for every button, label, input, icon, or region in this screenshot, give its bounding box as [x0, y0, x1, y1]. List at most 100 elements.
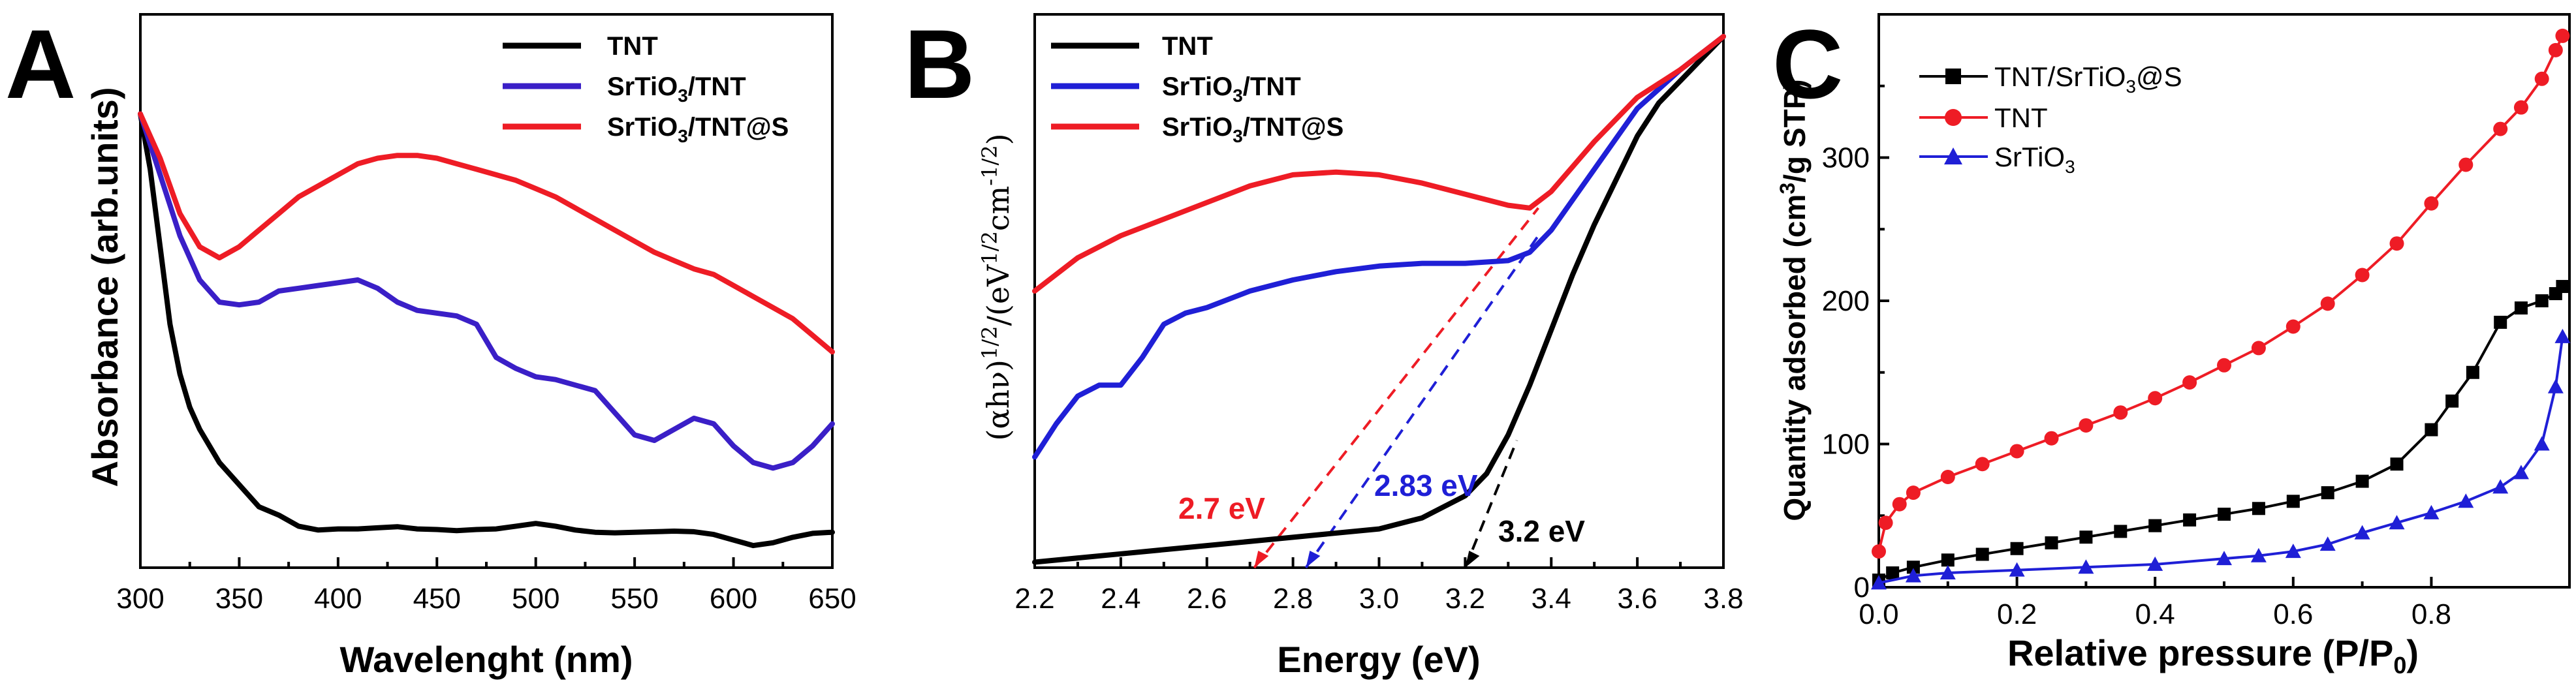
panel-c-point-srtio3	[2547, 378, 2564, 393]
panel-b-tangent-line	[1464, 440, 1518, 568]
panel-b-x-tick-label: 3.2	[1445, 583, 1485, 615]
panel-a-x-ticks: 300 350 400 450 500 550 600 650	[116, 557, 856, 615]
panel-c-y-tick-label: 200	[1822, 285, 1870, 317]
panel-b-tangent-line	[1304, 235, 1540, 569]
panel-c-x-tick-label: 0.4	[2135, 598, 2175, 630]
panel-c-point-tnt-srtio3-s	[2556, 280, 2569, 294]
panel-c-point-tnt-srtio3-s	[2535, 294, 2549, 307]
panel-b-tangent-lines	[1253, 207, 1540, 569]
panel-c-point-tnt-srtio3-s	[2148, 519, 2162, 532]
panel-c-point-tnt-srtio3-s	[2321, 486, 2334, 500]
panel-c-x-title: Relative pressure (P/P0)	[2007, 632, 2419, 679]
panel-c-point-tnt-srtio3-s	[2218, 508, 2231, 521]
panel-c-point-tnt-srtio3-s	[2079, 530, 2093, 544]
panel-c-point-tnt	[2548, 42, 2563, 57]
panel-letter-b: B	[904, 9, 975, 119]
panel-c-point-srtio3	[2354, 525, 2370, 540]
legend-c-marker-circle	[1945, 109, 1962, 126]
panel-a-x-tick-label: 500	[512, 583, 559, 615]
panel-a-x-tick-label: 550	[610, 583, 658, 615]
legend-a-label-srtio3-tnt: SrTiO3/TNT	[607, 72, 746, 106]
legend-c-label-srtio3: SrTiO3	[1994, 142, 2075, 177]
panel-a-x-tick-label: 450	[413, 583, 461, 615]
panel-c-legend: TNT/SrTiO3@S TNT SrTiO3	[1919, 61, 2182, 177]
panel-c-point-tnt	[2148, 391, 2163, 406]
panel-c-point-tnt	[2424, 196, 2439, 211]
panel-c-point-tnt-srtio3-s	[2045, 536, 2058, 549]
panel-c-point-srtio3	[2250, 547, 2267, 562]
panel-a-x-tick-label: 350	[215, 583, 263, 615]
panel-a-y-title: Absorbance (arb.units)	[84, 87, 125, 487]
panel-c-point-srtio3	[2319, 536, 2336, 551]
panel-letter-c: C	[1772, 9, 1843, 119]
panel-c-point-tnt-srtio3-s	[2114, 525, 2128, 538]
panel-c-point-tnt	[2389, 236, 2404, 251]
panel-a-x-tick-label: 300	[116, 583, 164, 615]
panel-c-point-srtio3	[1871, 575, 1887, 590]
legend-c-marker-triangle	[1944, 147, 1962, 164]
panel-c-point-tnt	[1878, 515, 1893, 530]
panel-c-x-tick-label: 0.0	[1859, 598, 1898, 630]
panel-c-point-tnt	[2079, 418, 2094, 433]
panel-b-x-tick-label: 3.4	[1531, 583, 1571, 615]
panel-b-x-tick-label: 3.0	[1359, 583, 1399, 615]
panel-c-point-tnt-srtio3-s	[2286, 495, 2300, 508]
legend-c-marker-square	[1945, 69, 1961, 84]
panel-c-point-tnt	[2044, 431, 2059, 446]
panel-c-point-tnt-srtio3-s	[2445, 394, 2459, 408]
legend-b-label-tnt: TNT	[1162, 32, 1213, 61]
panel-b-series-srtio3-tnt	[1032, 33, 1726, 460]
panel-a-x-tick-label: 400	[314, 583, 362, 615]
panel-b-x-tick-label: 3.6	[1618, 583, 1657, 615]
panel-c-point-tnt	[2009, 444, 2024, 459]
panel-b-series	[1032, 33, 1726, 565]
panel-b-y-title: (αhν)1/2/(eV1/2cm-1/2)	[977, 133, 1016, 440]
panel-c-point-srtio3	[2458, 493, 2474, 508]
panel-b-tangent-line	[1253, 207, 1540, 569]
panel-c-point-tnt-srtio3-s	[2010, 542, 2024, 555]
panel-c-point-srtio3	[2078, 559, 2094, 574]
panel-a-legend: TNT SrTiO3/TNT SrTiO3/TNT@S	[503, 32, 789, 146]
panel-c-ticks: 0.0 0.2 0.4 0.6 0.8 0 100 200 300	[1822, 84, 2451, 630]
panel-c-point-tnt-srtio3-s	[2183, 513, 2197, 527]
annotation-2-83ev: 2.83 eV	[1374, 468, 1478, 502]
panel-c-point-tnt	[2493, 121, 2508, 136]
panel-a-series-srtio3-tnt	[138, 111, 835, 471]
panel-c-point-srtio3	[1905, 568, 1921, 583]
panel-a-series-tnt	[138, 111, 835, 549]
panel-c-point-tnt	[1940, 469, 1955, 484]
panel-c-point-tnt	[2113, 405, 2128, 420]
panel-b-x-tick-label: 2.8	[1273, 583, 1313, 615]
panel-c-point-tnt	[1906, 485, 1921, 500]
panel-c-point-srtio3	[2216, 551, 2232, 566]
panel-b-legend: TNT SrTiO3/TNT SrTiO3/TNT@S	[1051, 32, 1343, 146]
panel-c-point-tnt	[2355, 268, 2370, 283]
panel-c-point-tnt-srtio3-s	[2514, 301, 2528, 315]
panel-b-x-title: Energy (eV)	[1277, 639, 1480, 680]
panel-c-series-tnt-srtio3-s	[1878, 285, 2564, 581]
panel-c-point-tnt-srtio3-s	[2252, 502, 2265, 515]
panel-c-series	[1871, 28, 2571, 590]
panel-c-point-tnt-srtio3-s	[2466, 365, 2479, 379]
panel-c-point-tnt	[1975, 457, 1990, 472]
legend-b-label-srtio3-tnt-s: SrTiO3/TNT@S	[1162, 113, 1343, 146]
panel-c-point-srtio3	[2554, 328, 2571, 343]
annotation-2-7ev: 2.7 eV	[1178, 491, 1265, 525]
panel-a-series	[138, 111, 835, 549]
panel-a-x-tick-label: 600	[710, 583, 757, 615]
panel-c-point-srtio3	[2513, 465, 2529, 480]
panel-b-x-ticks: 2.2 2.4 2.6 2.8 3.0 3.2 3.4 3.6 3.8	[1014, 557, 1744, 615]
panel-c-point-srtio3	[2147, 556, 2163, 571]
panel-c-point-srtio3	[2534, 436, 2550, 451]
panel-c-point-tnt-srtio3-s	[2494, 315, 2507, 329]
panel-b-series-srtio3-tnt-s	[1032, 33, 1726, 294]
panel-c-point-tnt	[2285, 319, 2301, 334]
annotation-3-2ev: 3.2 eV	[1498, 514, 1585, 548]
panel-c-point-tnt	[2458, 157, 2474, 172]
panel-c-point-tnt	[2320, 296, 2335, 311]
legend-a-label-tnt: TNT	[607, 32, 658, 61]
panel-b-x-tick-label: 3.8	[1703, 583, 1743, 615]
panel-c-point-srtio3	[2492, 479, 2509, 494]
panel-c-x-tick-label: 0.2	[1997, 598, 2037, 630]
